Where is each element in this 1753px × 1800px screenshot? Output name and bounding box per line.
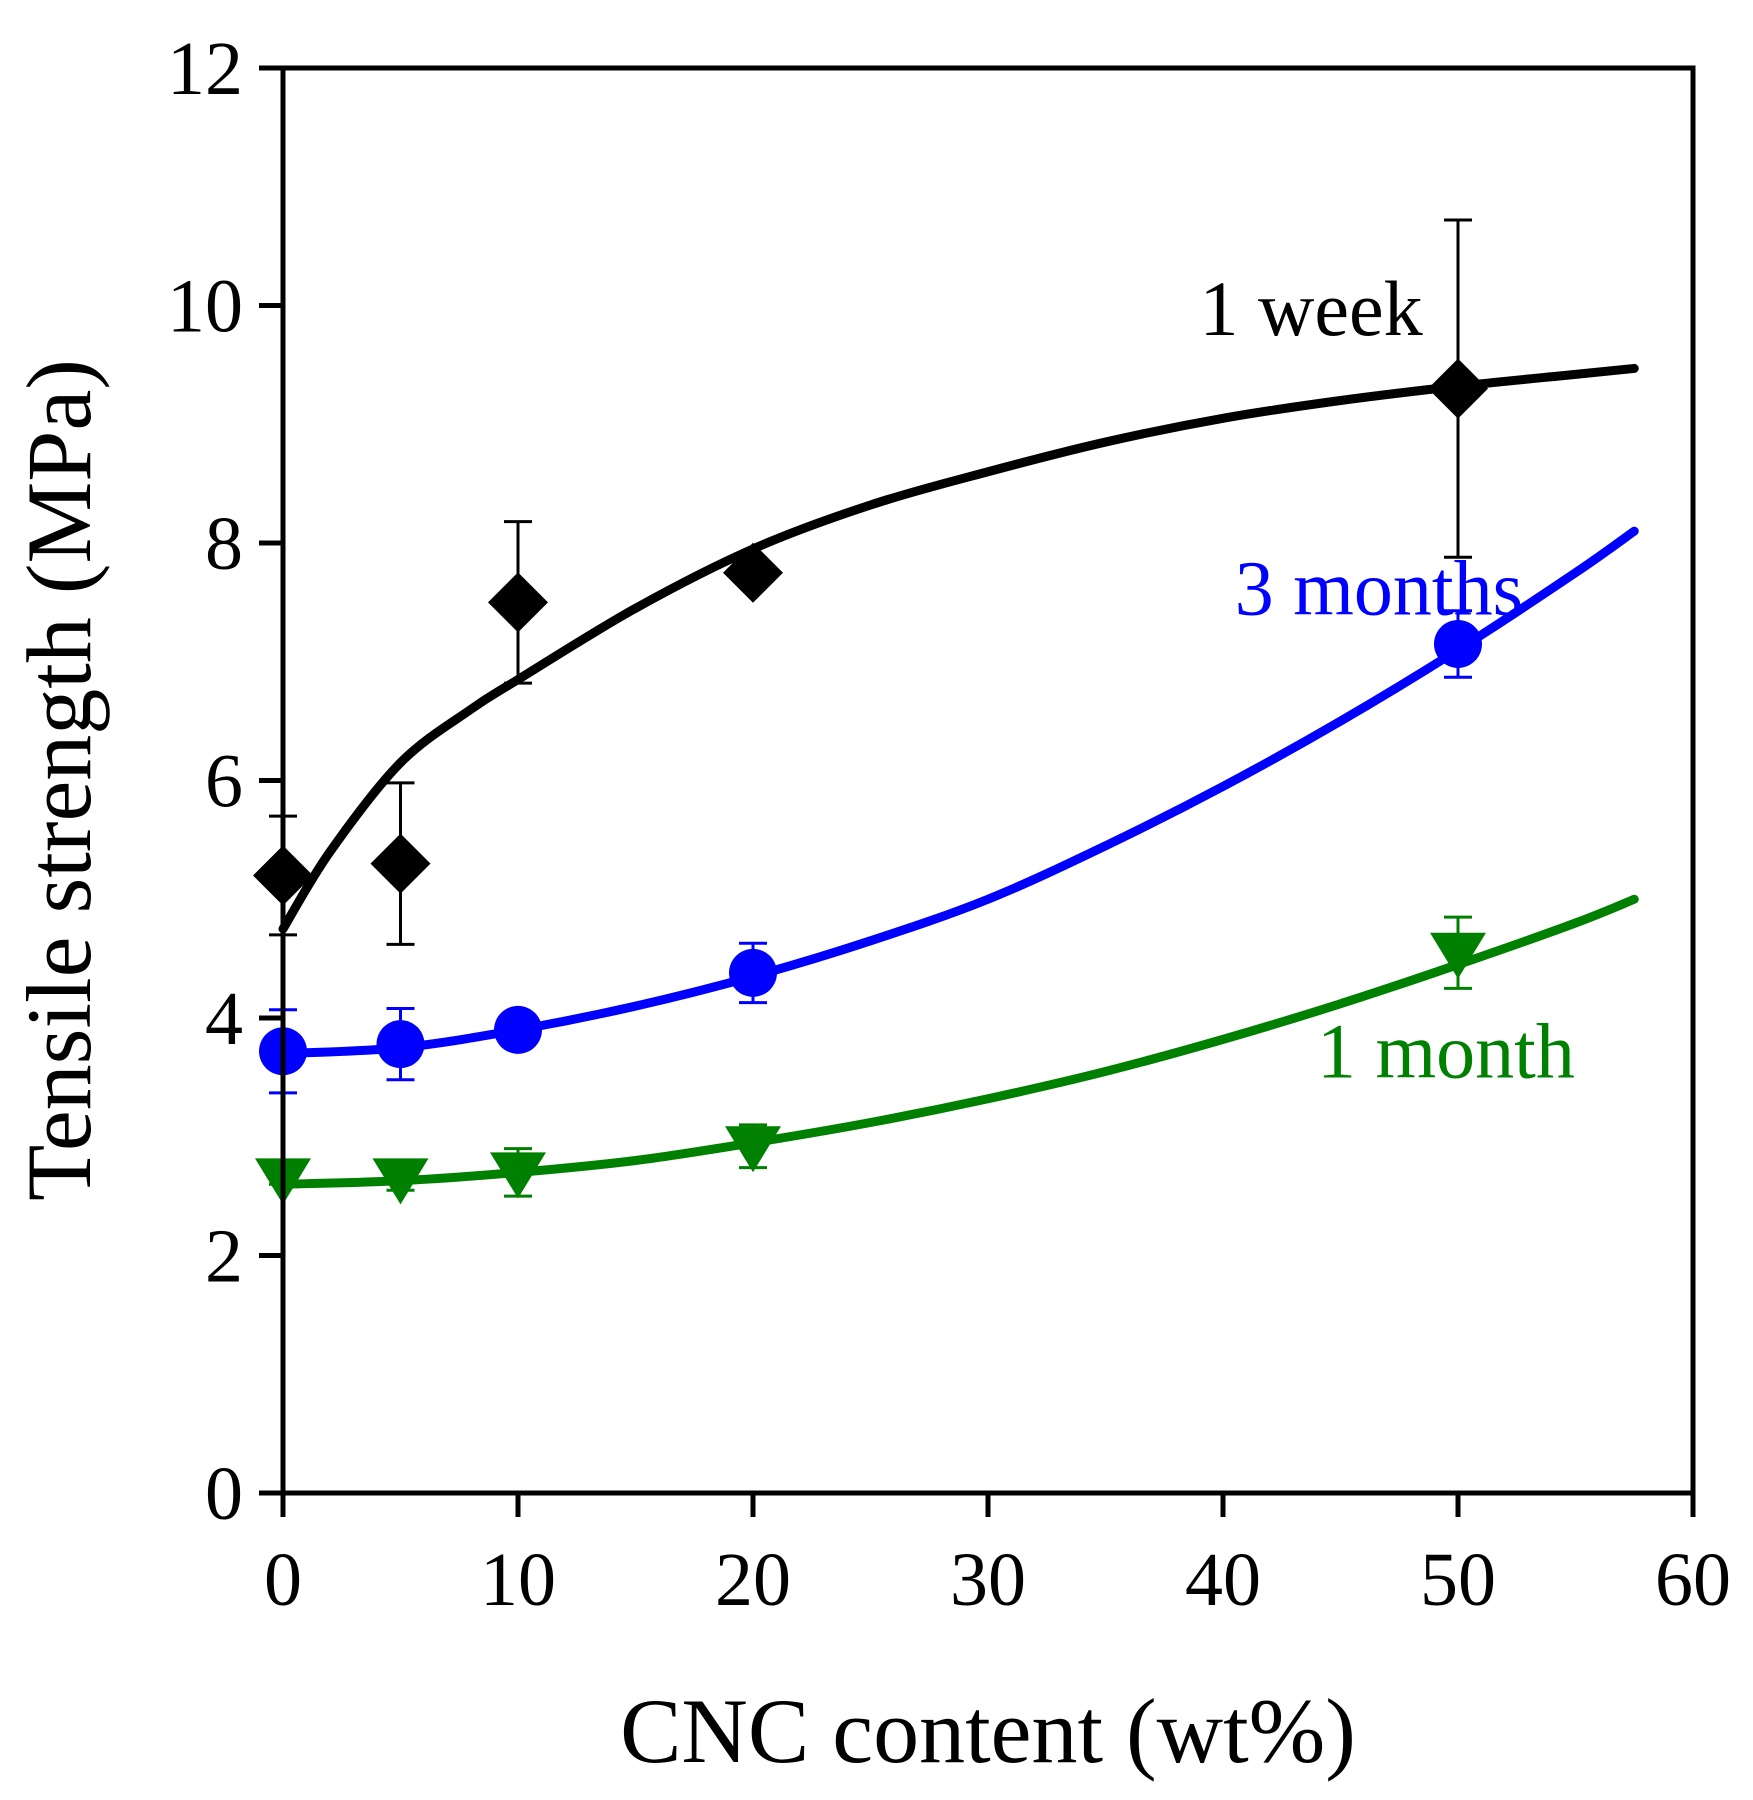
- data-point: [376, 1020, 425, 1069]
- y-tick-label: 6: [205, 740, 243, 824]
- y-tick-label: 2: [205, 1215, 243, 1299]
- axis-layer: 0 10 20 30 40 50 60 0 2 4 6 8 10 12: [167, 27, 1731, 1622]
- series-label-1-week: 1 week: [1200, 265, 1423, 352]
- x-tick-label: 30: [950, 1538, 1026, 1622]
- y-tick-label: 0: [205, 1452, 243, 1536]
- y-axis-title: Tensile strength (MPa): [8, 359, 110, 1201]
- data-point: [729, 948, 777, 997]
- data-point: [494, 1005, 542, 1054]
- data-point: [725, 1126, 781, 1173]
- fit-curve: [278, 363, 1639, 934]
- plot-frame: [280, 65, 1696, 1496]
- x-tick-label: 20: [715, 1538, 791, 1622]
- x-tick-label: 10: [480, 1538, 556, 1622]
- data-point: [1434, 619, 1482, 668]
- y-tick-label: 4: [205, 977, 243, 1061]
- data-point: [1430, 932, 1486, 979]
- x-tick-label: 50: [1420, 1538, 1496, 1622]
- y-tick-label: 8: [205, 502, 243, 586]
- data-point: [490, 1152, 546, 1199]
- series-3-months: [259, 526, 1639, 1095]
- series-1-week: [253, 218, 1639, 946]
- data-point: [723, 542, 783, 603]
- data-point: [370, 833, 431, 894]
- series-label-1-month: 1 month: [1317, 1007, 1575, 1094]
- x-tick-label: 0: [264, 1538, 302, 1622]
- x-tick-label: 40: [1185, 1538, 1261, 1622]
- data-point: [1428, 358, 1488, 419]
- data-point: [488, 572, 548, 633]
- data-point: [372, 1158, 429, 1205]
- x-axis-title: CNC content (wt%): [620, 1680, 1356, 1782]
- plot-layer: 1 week 3 months 1 month: [253, 218, 1639, 1205]
- y-tick-label: 12: [167, 27, 243, 111]
- y-tick-label: 10: [167, 265, 243, 349]
- series-label-3-months: 3 months: [1235, 544, 1523, 631]
- x-tick-label: 60: [1655, 1538, 1731, 1622]
